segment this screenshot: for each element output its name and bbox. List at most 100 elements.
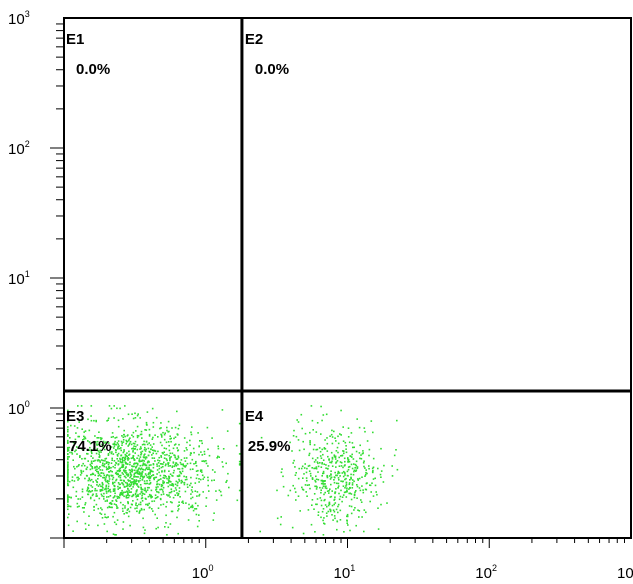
data-point bbox=[140, 491, 143, 493]
data-point bbox=[144, 463, 146, 465]
data-point bbox=[276, 489, 278, 492]
data-point bbox=[320, 491, 322, 494]
data-point bbox=[167, 420, 170, 423]
data-point bbox=[308, 454, 310, 457]
data-point bbox=[133, 448, 136, 450]
data-point bbox=[141, 443, 144, 446]
data-point bbox=[346, 489, 348, 491]
data-point bbox=[82, 439, 84, 441]
data-point bbox=[205, 462, 208, 465]
data-point bbox=[104, 442, 106, 444]
data-point bbox=[189, 462, 192, 465]
data-point bbox=[353, 496, 356, 499]
data-point bbox=[183, 437, 186, 439]
data-point bbox=[304, 484, 307, 486]
data-point bbox=[113, 481, 116, 484]
data-point bbox=[185, 464, 187, 467]
data-point bbox=[67, 496, 69, 499]
data-point bbox=[338, 479, 340, 481]
data-point bbox=[166, 429, 168, 432]
data-point bbox=[377, 528, 380, 530]
data-point bbox=[259, 530, 261, 533]
data-point bbox=[317, 471, 319, 473]
data-point bbox=[96, 444, 98, 446]
data-point bbox=[128, 483, 131, 485]
data-point bbox=[121, 465, 124, 467]
data-point bbox=[112, 435, 114, 438]
data-point bbox=[132, 435, 135, 438]
data-point bbox=[141, 494, 143, 497]
data-point bbox=[67, 508, 69, 511]
data-point bbox=[102, 483, 104, 486]
data-point bbox=[280, 516, 282, 518]
data-point bbox=[120, 447, 122, 449]
data-point bbox=[127, 473, 130, 475]
data-point bbox=[302, 440, 304, 443]
data-point bbox=[97, 524, 99, 527]
data-point bbox=[142, 456, 145, 458]
data-point bbox=[312, 448, 315, 451]
data-point bbox=[291, 450, 293, 452]
data-point bbox=[323, 448, 326, 450]
data-point bbox=[195, 508, 198, 510]
data-point bbox=[372, 478, 375, 480]
data-point bbox=[120, 449, 122, 452]
data-point bbox=[135, 462, 138, 464]
data-point bbox=[156, 490, 158, 493]
data-point bbox=[119, 479, 122, 481]
data-point bbox=[160, 455, 162, 457]
y-tick-label: 100 bbox=[8, 399, 30, 418]
data-point bbox=[95, 452, 98, 455]
data-point bbox=[90, 419, 93, 422]
data-point bbox=[355, 469, 358, 471]
data-point bbox=[335, 508, 338, 511]
data-point bbox=[160, 466, 163, 469]
data-point bbox=[156, 469, 159, 471]
data-point bbox=[201, 460, 203, 462]
data-point bbox=[88, 449, 91, 451]
data-point bbox=[67, 441, 69, 443]
data-point bbox=[186, 483, 189, 486]
data-point bbox=[166, 501, 168, 503]
data-point bbox=[137, 495, 140, 497]
data-point bbox=[145, 423, 148, 426]
data-point bbox=[145, 421, 148, 424]
data-point bbox=[162, 465, 164, 468]
data-point bbox=[321, 448, 323, 451]
data-point bbox=[346, 513, 349, 516]
data-point bbox=[104, 513, 106, 516]
data-point bbox=[330, 451, 333, 454]
data-point bbox=[67, 524, 70, 527]
data-point bbox=[143, 532, 146, 535]
data-point bbox=[130, 474, 133, 476]
data-point bbox=[157, 491, 160, 493]
data-point bbox=[122, 473, 125, 475]
data-point bbox=[125, 442, 127, 445]
data-point bbox=[178, 490, 181, 493]
data-point bbox=[350, 463, 353, 466]
data-point bbox=[302, 477, 304, 479]
data-point bbox=[330, 483, 332, 486]
data-point bbox=[293, 459, 295, 462]
data-point bbox=[183, 483, 186, 486]
data-point bbox=[167, 441, 170, 443]
data-point bbox=[172, 461, 175, 463]
quadrant-percent-e3: 74.1% bbox=[69, 438, 112, 455]
data-point bbox=[112, 533, 115, 535]
data-point bbox=[134, 492, 137, 495]
data-point bbox=[139, 477, 142, 479]
data-point bbox=[146, 482, 149, 485]
data-point bbox=[98, 443, 100, 446]
data-point bbox=[337, 485, 340, 487]
data-point bbox=[201, 474, 204, 477]
data-point bbox=[146, 468, 149, 471]
data-point bbox=[320, 405, 322, 408]
data-point bbox=[170, 488, 173, 490]
data-point bbox=[368, 454, 370, 457]
data-point bbox=[146, 443, 149, 446]
data-point bbox=[345, 451, 348, 454]
data-point bbox=[375, 491, 377, 493]
data-point bbox=[154, 460, 156, 462]
data-point bbox=[156, 483, 158, 486]
data-point bbox=[145, 498, 147, 500]
